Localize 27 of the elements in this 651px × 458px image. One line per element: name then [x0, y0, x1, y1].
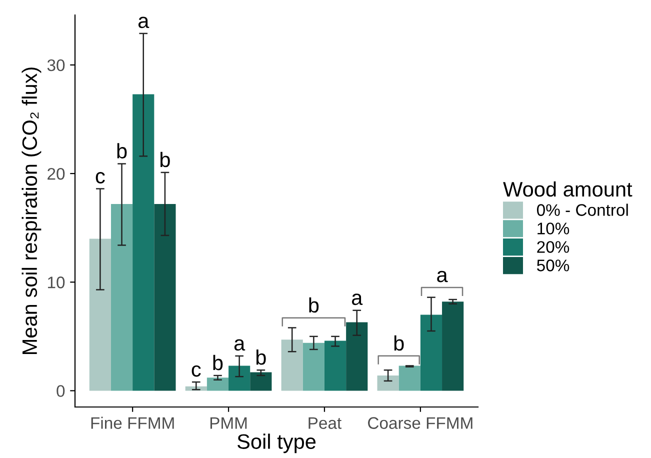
x-tick-label: PMM — [210, 417, 247, 429]
legend-title: Wood amount — [503, 181, 632, 197]
data-label: b — [160, 152, 170, 168]
data-label: a — [352, 294, 363, 306]
legend-label: 10% — [538, 222, 570, 234]
legend-label: 50% — [537, 260, 570, 272]
data-label: b — [256, 349, 266, 365]
data-label: c — [96, 172, 105, 184]
y-tick-label: 10 — [48, 276, 65, 288]
legend-label: 0% - Control — [536, 204, 628, 216]
x-tick-label: Coarse FFMM — [368, 417, 472, 429]
x-tick-label: Peat — [308, 417, 342, 429]
data-label: b — [213, 354, 223, 370]
data-label: b — [309, 297, 319, 313]
data-label: a — [234, 339, 246, 351]
data-label: a — [138, 16, 150, 28]
data-label: a — [437, 270, 448, 282]
y-tick-label: 20 — [48, 168, 65, 180]
legend-label: 20% — [537, 241, 570, 253]
data-label: b — [394, 335, 404, 351]
data-label: c — [192, 365, 201, 377]
y-tick-label: 0 — [56, 385, 65, 397]
x-axis-title: Soil type — [237, 434, 316, 454]
y-axis-title: Mean soil respiration (CO₂ flux) — [22, 68, 42, 354]
x-tick-label: Fine FFMM — [91, 416, 174, 429]
y-tick-label: 30 — [47, 59, 65, 72]
data-label: b — [117, 143, 127, 158]
